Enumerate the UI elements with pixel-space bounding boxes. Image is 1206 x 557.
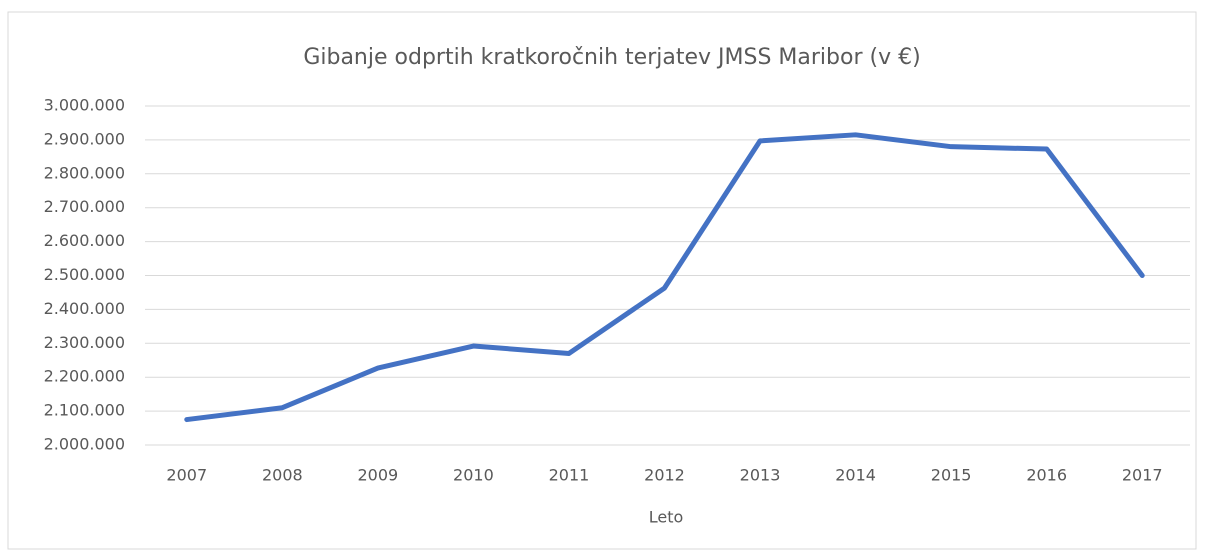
y-tick-label: 2.100.000: [44, 401, 125, 420]
y-tick-label: 2.300.000: [44, 333, 125, 352]
x-tick-label: 2010: [453, 466, 494, 485]
y-tick-label: 2.200.000: [44, 367, 125, 386]
chart-border: [7, 11, 1197, 550]
x-tick-label: 2012: [644, 466, 685, 485]
x-tick-label: 2014: [835, 466, 876, 485]
y-tick-label: 2.700.000: [44, 197, 125, 216]
y-tick-label: 2.800.000: [44, 163, 125, 182]
line-series: [184, 132, 1145, 423]
y-tick-label: 2.900.000: [44, 129, 125, 148]
x-tick-label: 2017: [1122, 466, 1163, 485]
chart-title: Gibanje odprtih kratkoročnih terjatev JM…: [303, 45, 920, 70]
y-tick-label: 3.000.000: [44, 96, 125, 115]
x-tick-label: 2007: [166, 466, 207, 485]
x-tick-label: 2011: [549, 466, 590, 485]
x-tick-label: 2015: [931, 466, 972, 485]
y-tick-label: 2.000.000: [44, 435, 125, 454]
x-tick-label: 2008: [262, 466, 303, 485]
x-axis-label: Leto: [649, 508, 684, 527]
y-tick-label: 2.500.000: [44, 265, 125, 284]
y-tick-label: 2.400.000: [44, 299, 125, 318]
x-tick-label: 2016: [1026, 466, 1067, 485]
y-tick-label: 2.600.000: [44, 231, 125, 250]
x-tick-label: 2009: [358, 466, 399, 485]
x-tick-label: 2013: [740, 466, 781, 485]
